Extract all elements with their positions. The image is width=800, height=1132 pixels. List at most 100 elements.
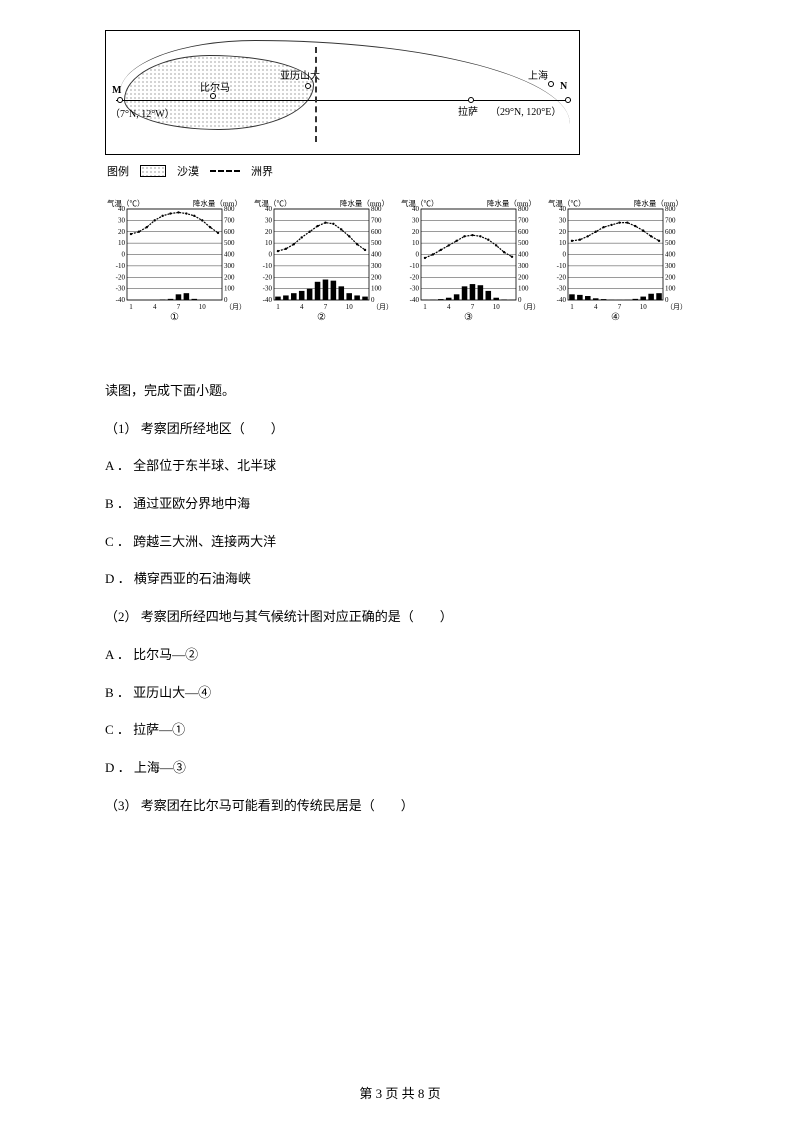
svg-text:0: 0 [122, 251, 126, 259]
endpoint-M: M [112, 85, 121, 96]
svg-text:100: 100 [371, 285, 382, 293]
svg-text:（月）: （月） [666, 303, 687, 311]
svg-text:7: 7 [177, 303, 181, 311]
svg-text:-10: -10 [557, 262, 567, 270]
svg-text:600: 600 [665, 228, 676, 236]
dot-N [565, 97, 571, 103]
svg-text:气温（℃）: 气温（℃） [401, 198, 439, 208]
svg-text:-30: -30 [410, 285, 420, 293]
svg-text:300: 300 [665, 262, 676, 270]
svg-text:10: 10 [412, 239, 420, 247]
svg-text:-40: -40 [557, 296, 567, 304]
svg-text:700: 700 [224, 216, 235, 224]
svg-text:4: 4 [594, 303, 598, 311]
svg-text:-20: -20 [410, 273, 420, 281]
map-legend: 图例 沙漠 洲界 [107, 163, 695, 179]
continental-boundary [315, 47, 317, 142]
svg-text:100: 100 [518, 285, 529, 293]
svg-text:4: 4 [447, 303, 451, 311]
svg-text:30: 30 [118, 216, 126, 224]
coord-left: （7°N, 12°W） [110, 105, 175, 120]
page-footer: 第 3 页 共 8 页 [0, 1083, 800, 1102]
svg-text:30: 30 [412, 216, 420, 224]
svg-text:降水量（mm）: 降水量（mm） [487, 198, 536, 208]
svg-text:1: 1 [129, 303, 133, 311]
route-line [116, 100, 571, 101]
q2: （2） 考察团所经四地与其气候统计图对应正确的是（ ） [105, 598, 695, 636]
q1-option-B: B ． 通过亚欧分界地中海 [105, 485, 695, 523]
svg-text:10: 10 [199, 303, 207, 311]
instruction: 读图，完成下面小题。 [105, 372, 695, 410]
climate-charts-row: 403020100-10-20-30-408007006005004003002… [105, 197, 695, 322]
svg-text:-20: -20 [557, 273, 567, 281]
climate-chart-3: 403020100-10-20-30-408007006005004003002… [399, 197, 540, 322]
dot-shanghai [548, 81, 554, 87]
svg-text:-40: -40 [116, 296, 126, 304]
climate-chart-4: 403020100-10-20-30-408007006005004003002… [546, 197, 687, 322]
svg-text:200: 200 [518, 273, 529, 281]
svg-text:500: 500 [224, 239, 235, 247]
q1: （1） 考察团所经地区（ ） [105, 410, 695, 448]
svg-text:（月）: （月） [225, 303, 246, 311]
svg-text:气温（℃）: 气温（℃） [254, 198, 292, 208]
svg-text:200: 200 [665, 273, 676, 281]
label-lhasa: 拉萨 [458, 103, 478, 118]
svg-text:300: 300 [371, 262, 382, 270]
svg-text:气温（℃）: 气温（℃） [107, 198, 145, 208]
svg-text:-40: -40 [410, 296, 420, 304]
svg-text:-10: -10 [410, 262, 420, 270]
svg-text:0: 0 [563, 251, 567, 259]
climate-chart-2: 403020100-10-20-30-408007006005004003002… [252, 197, 393, 322]
q2-option-B: B ． 亚历山大—④ [105, 674, 695, 712]
svg-text:7: 7 [618, 303, 622, 311]
svg-text:10: 10 [346, 303, 354, 311]
svg-text:（月）: （月） [372, 303, 393, 311]
svg-text:20: 20 [265, 228, 273, 236]
label-bilma: 比尔马 [200, 79, 230, 94]
svg-text:（月）: （月） [519, 303, 540, 311]
svg-text:20: 20 [559, 228, 567, 236]
svg-text:降水量（mm）: 降水量（mm） [340, 198, 389, 208]
svg-text:4: 4 [153, 303, 157, 311]
svg-text:500: 500 [665, 239, 676, 247]
svg-text:200: 200 [224, 273, 235, 281]
svg-text:700: 700 [518, 216, 529, 224]
svg-text:-10: -10 [116, 262, 126, 270]
svg-text:④: ④ [611, 312, 620, 322]
svg-text:②: ② [317, 312, 326, 322]
svg-text:500: 500 [518, 239, 529, 247]
svg-text:100: 100 [665, 285, 676, 293]
coastline [120, 40, 570, 145]
svg-text:30: 30 [559, 216, 567, 224]
svg-text:0: 0 [416, 251, 420, 259]
svg-text:0: 0 [269, 251, 273, 259]
svg-text:100: 100 [224, 285, 235, 293]
svg-text:1: 1 [570, 303, 574, 311]
svg-text:400: 400 [224, 251, 235, 259]
legend-title: 图例 [107, 163, 129, 179]
svg-text:7: 7 [471, 303, 475, 311]
coord-right: （29°N, 120°E） [490, 103, 561, 118]
svg-text:-30: -30 [263, 285, 273, 293]
dot-alexandria [305, 83, 311, 89]
svg-text:-40: -40 [263, 296, 273, 304]
questions-body: 读图，完成下面小题。 （1） 考察团所经地区（ ） A ． 全部位于东半球、北半… [105, 372, 695, 824]
svg-text:③: ③ [464, 312, 473, 322]
svg-text:-30: -30 [116, 285, 126, 293]
svg-text:30: 30 [265, 216, 273, 224]
climate-chart-1: 403020100-10-20-30-408007006005004003002… [105, 197, 246, 322]
svg-text:降水量（mm）: 降水量（mm） [193, 198, 242, 208]
svg-text:1: 1 [276, 303, 280, 311]
svg-text:4: 4 [300, 303, 304, 311]
dot-M [117, 97, 123, 103]
svg-text:700: 700 [665, 216, 676, 224]
q1-option-A: A ． 全部位于东半球、北半球 [105, 447, 695, 485]
svg-text:降水量（mm）: 降水量（mm） [634, 198, 683, 208]
endpoint-N: N [560, 81, 567, 92]
svg-text:气温（℃）: 气温（℃） [548, 198, 586, 208]
svg-text:20: 20 [412, 228, 420, 236]
svg-text:①: ① [170, 312, 179, 322]
legend-desert: 沙漠 [177, 163, 199, 179]
q2-option-C: C ． 拉萨—① [105, 711, 695, 749]
q2-option-A: A ． 比尔马—② [105, 636, 695, 674]
